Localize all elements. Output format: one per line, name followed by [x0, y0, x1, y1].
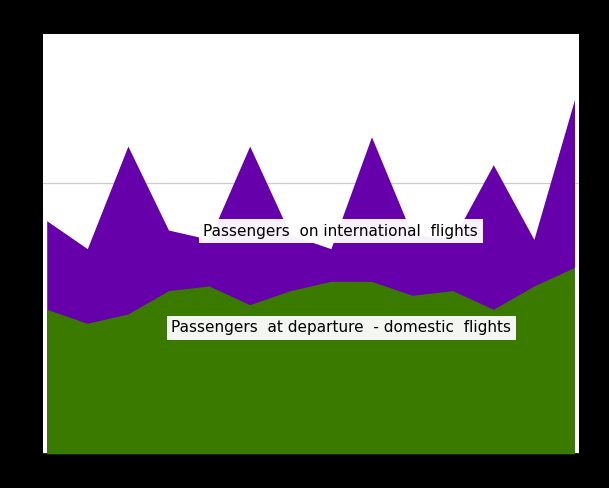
Text: Passengers  on international  flights: Passengers on international flights	[203, 224, 478, 239]
Text: Passengers  at departure  - domestic  flights: Passengers at departure - domestic fligh…	[171, 321, 511, 335]
